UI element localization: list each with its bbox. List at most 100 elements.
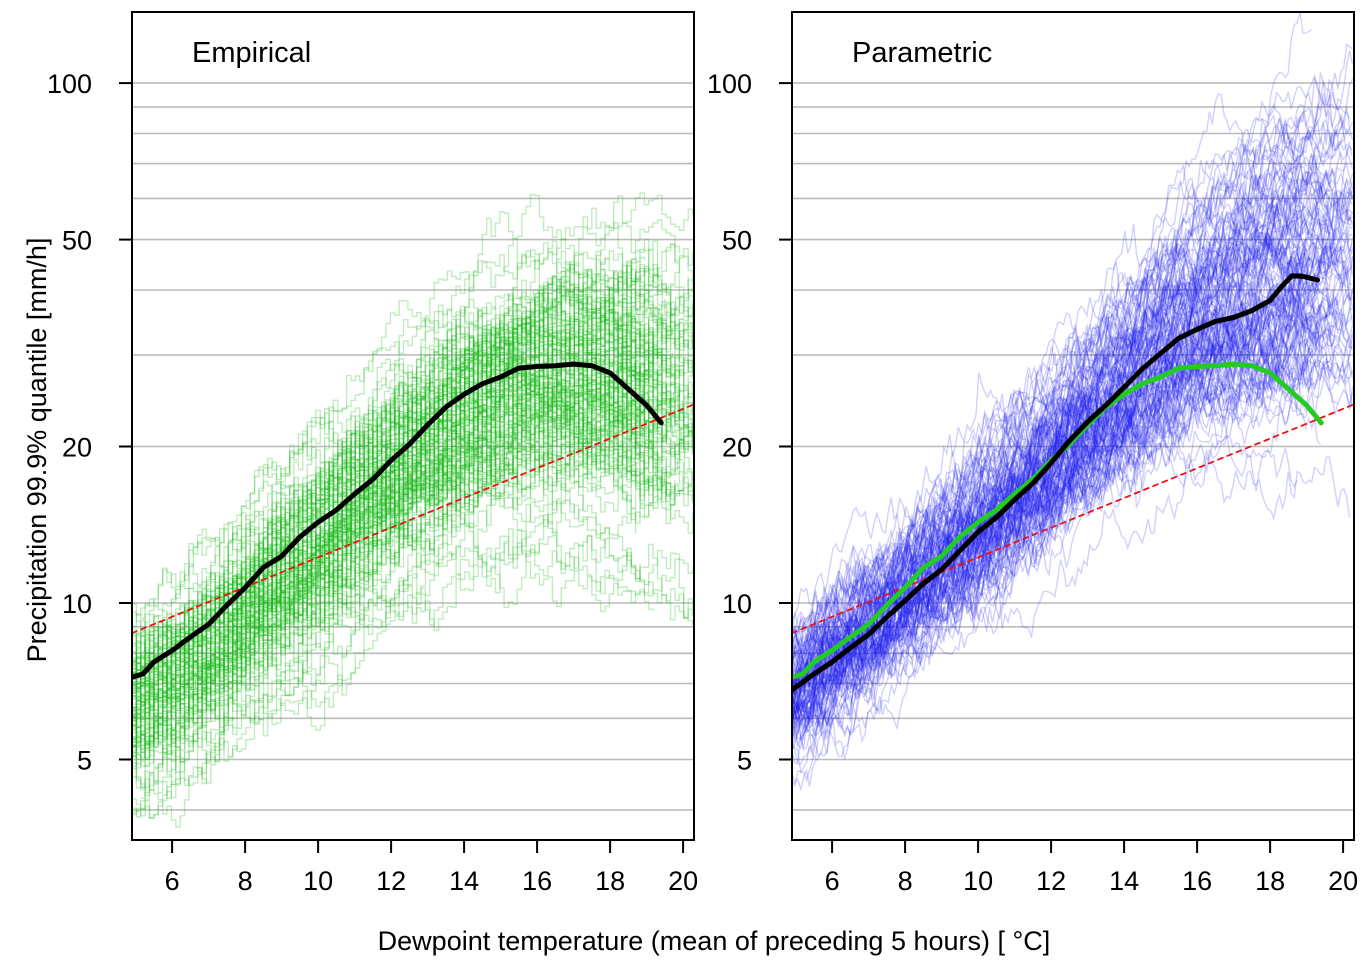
empirical-ensemble-line [132,393,694,739]
empirical-ensemble-line [132,463,654,789]
empirical-ensemble-line [132,393,641,744]
parametric-ensemble-line [792,188,1298,709]
parametric-ensemble-line [792,289,1339,721]
parametric-ensemble-line [792,250,1353,710]
parametric-ensemble-line [814,142,1353,670]
empirical-ensemble-line [132,353,646,707]
parametric-ensemble-line [792,326,1354,739]
parametric-ensemble-line [792,191,1316,713]
parametric-ensemble-line [792,208,1304,691]
empirical-ensemble-line [164,383,691,695]
parametric-y-tick-label: 10 [722,589,752,619]
parametric-gridlines [792,82,1354,811]
parametric-ensemble-line [792,190,1353,685]
parametric-ensemble-line [792,210,1353,696]
parametric-ensemble-line [856,280,1340,669]
empirical-ensemble-line [132,378,689,718]
empirical-x-tick-label: 8 [238,866,253,896]
empirical-ensemble-line [325,258,694,497]
empirical-ensemble-line [132,261,689,677]
empirical-ensemble-line [132,356,654,709]
parametric-ensemble-line [792,171,1354,695]
empirical-ensemble-line [132,345,641,721]
empirical-ensemble-line [132,195,681,631]
empirical-ensemble-lines [132,192,694,828]
empirical-ensemble-line [132,309,676,681]
parametric-ensemble-line [792,308,1295,727]
empirical-ensemble-line [132,339,694,703]
empirical-ensemble-line [132,192,694,616]
empirical-ensemble-line [132,357,694,744]
empirical-ensemble-line [296,409,643,601]
empirical-ensemble-line [132,362,663,714]
empirical-ensemble-line [132,400,676,731]
empirical-ensemble-line [132,388,659,749]
empirical-ensemble-line [132,374,694,737]
empirical-ensemble-line [132,243,694,663]
parametric-ensemble-line [792,236,1348,694]
parametric-ensemble-line [984,301,1316,565]
parametric-ensemble-line [852,78,1354,595]
parametric-ensemble-line [792,271,1354,718]
empirical-ensemble-line [275,329,649,609]
empirical-ensemble-line [132,270,641,687]
parametric-ensemble-line [792,211,1342,702]
parametric-ensemble-line [948,142,1353,504]
parametric-ensemble-line [792,300,1321,714]
y-axis-title: Precipitation 99.9% quantile [mm/h] [22,238,52,663]
parametric-ensemble-line [792,162,1298,639]
parametric-ensemble-line [792,340,1339,730]
parametric-ensemble-line [792,173,1354,672]
empirical-y-tick-label: 100 [47,69,92,99]
parametric-ensemble-line [792,195,1354,693]
empirical-ensemble-line [132,238,659,674]
parametric-ensemble-line [1055,128,1343,412]
empirical-ensemble-line [165,353,692,700]
empirical-ensemble-line [399,323,694,431]
empirical-ensemble-line [132,367,694,724]
empirical-ensemble-line [132,363,641,711]
parametric-ensemble-line [792,248,1333,688]
empirical-ensemble-line [252,341,643,637]
empirical-ensemble-line [132,320,694,693]
parametric-ensemble-line [792,208,1330,688]
empirical-ensemble-line [132,293,654,661]
parametric-ensemble-line [792,334,1353,742]
empirical-ensemble-line [132,379,694,713]
empirical-ensemble-line [132,378,694,709]
empirical-ensemble-line [132,240,676,671]
empirical-ensemble-line [132,432,659,753]
parametric-ensemble-line [792,344,1295,729]
parametric-ensemble-line [792,219,1304,674]
parametric-ensemble-line [792,288,1354,729]
empirical-ensemble-line [132,489,694,816]
parametric-ensemble-line [792,130,1310,684]
parametric-ensemble-line [792,340,1354,745]
parametric-ensemble-line [792,95,1330,663]
parametric-x-tick-label: 16 [1182,866,1212,896]
empirical-ensemble-line [132,373,694,746]
parametric-ensemble-line [792,454,1351,792]
empirical-ensemble-line [132,221,646,627]
empirical-ensemble-line [132,276,694,694]
empirical-ensemble-line [132,318,689,699]
empirical-ensemble-line [132,362,694,723]
empirical-ensemble-line [132,248,659,654]
parametric-ensemble-line [847,265,1354,690]
parametric-ensemble-line [792,163,1354,685]
empirical-ensemble-line [132,460,659,773]
empirical-ensemble-line [132,402,659,718]
parametric-ensemble-line [792,168,1330,661]
parametric-ensemble-line [792,105,1345,657]
empirical-y-tick-label: 10 [62,589,92,619]
parametric-ensemble-line [989,224,1324,520]
empirical-ensemble-line [132,275,654,698]
parametric-ensemble-line [792,188,1322,685]
empirical-ensemble-line [132,241,694,654]
empirical-ensemble-line [132,377,681,761]
parametric-ensemble-line [792,353,1322,740]
empirical-ensemble-line [132,264,676,684]
empirical-ensemble-line [132,324,694,688]
parametric-ensemble-line [792,322,1336,720]
empirical-ensemble-line [132,514,654,810]
